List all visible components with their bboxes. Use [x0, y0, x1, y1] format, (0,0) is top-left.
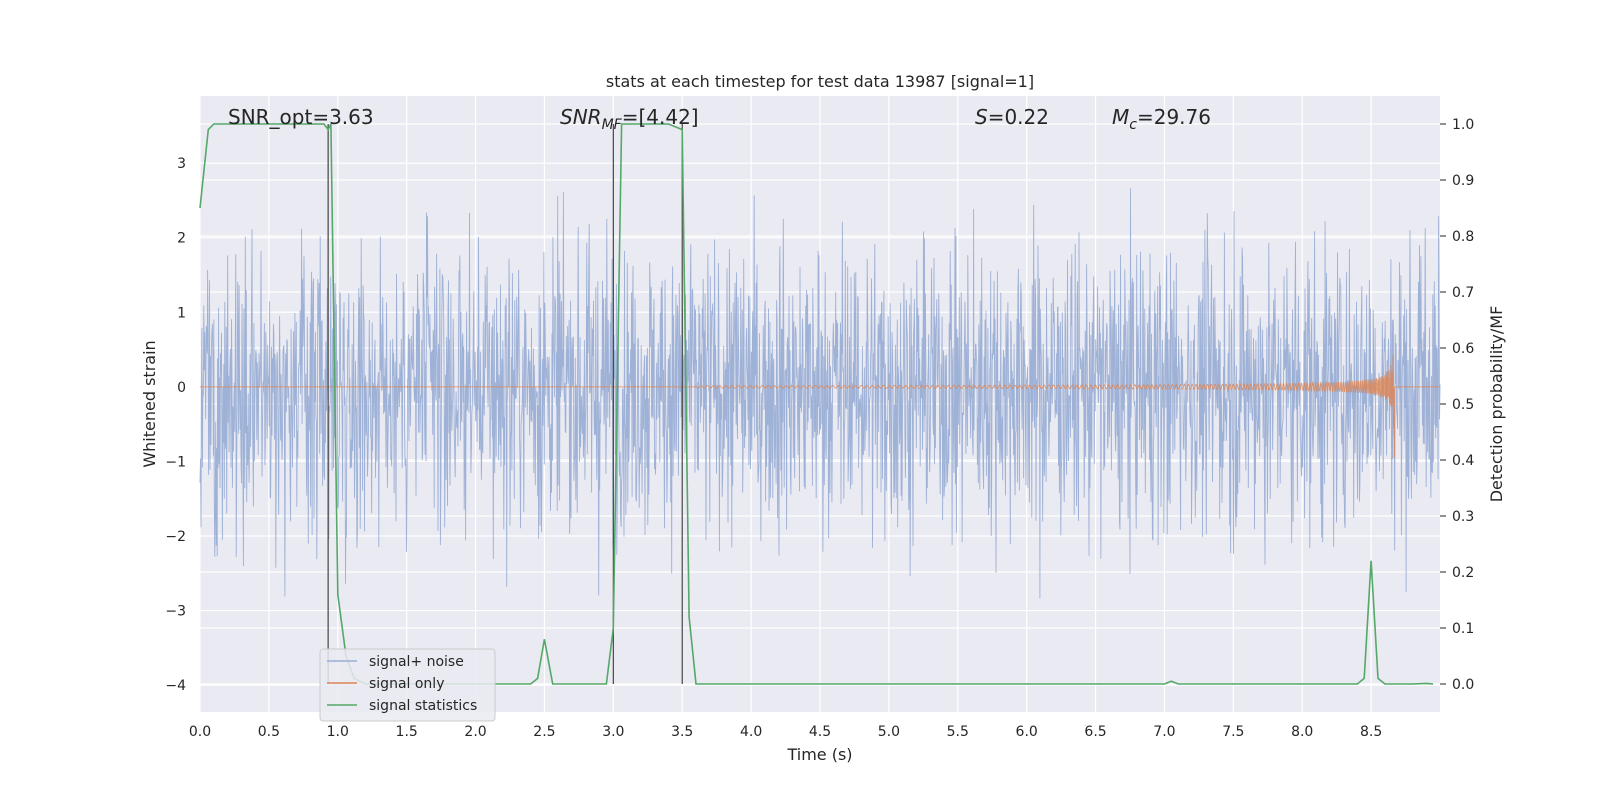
signal-only-line: [200, 354, 1440, 458]
x-tick-label: 8.0: [1291, 724, 1313, 740]
x-tick-label: 6.5: [1084, 724, 1106, 740]
y-right-axis-ticks: 0.0 0.1 0.2 0.3 0.4 0.5 0.6 0.7 0.8 0.9 1.0: [1440, 117, 1474, 693]
x-tick-label: 0.0: [189, 724, 211, 740]
x-tick-label: 2.5: [533, 724, 555, 740]
signal-noise-line: [199, 188, 1441, 599]
annotation-snr-mf-value: =[4.42]: [622, 105, 699, 129]
chart-title: stats at each timestep for test data 139…: [606, 72, 1034, 91]
legend-label-signal-statistics: signal statistics: [369, 698, 477, 714]
annotation-mc-main: M: [1112, 105, 1129, 129]
y-right-tick-label: 0.5: [1452, 397, 1474, 413]
annotation-s-main: S: [975, 105, 988, 129]
x-tick-label: 2.0: [464, 724, 486, 740]
y-right-tick-label: 0.1: [1452, 621, 1474, 637]
x-tick-label: 4.0: [740, 724, 762, 740]
x-tick-label: 6.0: [1016, 724, 1038, 740]
y-tick-label: −2: [165, 529, 186, 545]
y-axis-label: Whitened strain: [140, 340, 159, 467]
signal-noise-series: [199, 188, 1441, 599]
x-tick-label: 8.5: [1360, 724, 1382, 740]
annotation-mc-value: =29.76: [1137, 105, 1211, 129]
y-axis-ticks: −4 −3 −2 −1 0 1 2 3: [165, 156, 186, 694]
y-right-tick-label: 0.9: [1452, 173, 1474, 189]
x-tick-label: 7.5: [1222, 724, 1244, 740]
y-right-tick-label: 0.2: [1452, 565, 1474, 581]
y-tick-label: −1: [165, 454, 186, 470]
annotation-s-value: =0.22: [988, 105, 1049, 129]
x-tick-label: 3.5: [671, 724, 693, 740]
annotation-mc-sub: c: [1129, 117, 1137, 133]
legend-box: [319, 648, 496, 722]
y-tick-label: 0: [177, 380, 186, 396]
annotation-snr-mf-sub: MF: [602, 117, 623, 133]
signal-only-series: [200, 354, 1440, 458]
legend-label-signal-only: signal only: [369, 676, 444, 692]
grid: [199, 96, 1440, 712]
x-tick-label: 7.0: [1153, 724, 1175, 740]
y-tick-label: 3: [177, 156, 186, 172]
x-tick-label: 3.0: [602, 724, 624, 740]
signal-statistics-series: [199, 123, 1434, 685]
y-right-tick-label: 0.6: [1452, 341, 1474, 357]
x-axis-label: Time (s): [786, 745, 852, 764]
annotation-snr-mf-main: SNR: [560, 105, 602, 129]
x-tick-label: 0.5: [258, 724, 280, 740]
legend: signal+ noise signal only signal statist…: [319, 648, 496, 722]
y-right-tick-label: 0.0: [1452, 677, 1474, 693]
y-right-tick-label: 1.0: [1452, 117, 1474, 133]
y-right-tick-label: 0.7: [1452, 285, 1474, 301]
y-right-tick-label: 0.3: [1452, 509, 1474, 525]
x-tick-label: 4.5: [809, 724, 831, 740]
y-right-tick-label: 0.8: [1452, 229, 1474, 245]
x-tick-label: 1.5: [396, 724, 418, 740]
x-tick-label: 1.0: [327, 724, 349, 740]
y-tick-label: −4: [165, 678, 186, 694]
annotation-s: S=0.22: [975, 105, 1049, 129]
annotation-mc: Mc=29.76: [1112, 105, 1211, 133]
x-tick-label: 5.5: [947, 724, 969, 740]
annotation-snr-mf: SNRMF=[4.42]: [560, 105, 699, 133]
signal-statistics-line: [199, 123, 1434, 685]
x-axis-ticks: 0.0 0.5 1.0 1.5 2.0 2.5 3.0 3.5 4.0 4.5 5.0 5.5 6.0 6…: [189, 724, 1382, 740]
annotation-snr-opt: SNR_opt=3.63: [228, 105, 374, 129]
legend-label-signal-noise: signal+ noise: [369, 654, 464, 670]
y-right-axis-label: Detection probability/MF: [1487, 306, 1506, 503]
y-tick-label: 2: [177, 231, 186, 247]
x-tick-label: 5.0: [878, 724, 900, 740]
y-right-tick-label: 0.4: [1452, 453, 1474, 469]
y-tick-label: 1: [177, 305, 186, 321]
y-tick-label: −3: [165, 604, 186, 620]
